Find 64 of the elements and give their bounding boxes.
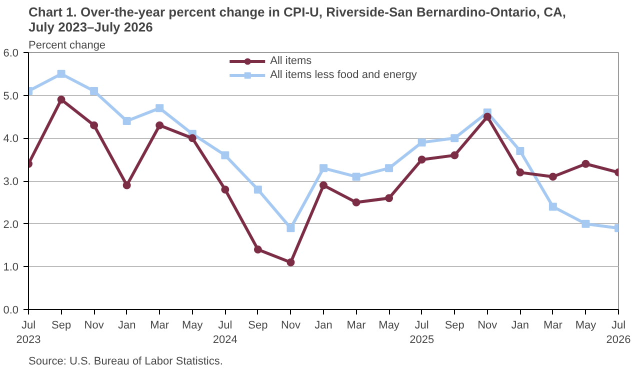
point: [90, 121, 98, 130]
x-tick-label: Jan: [118, 320, 136, 332]
x-tick-label: Jul 2026: [606, 320, 631, 346]
point: [286, 224, 295, 232]
chart-title: Chart 1. Over-the-year percent change in CPI-U, Riverside-San Bernardino-Ontario, CA, July 2023–July 2026: [28, 4, 566, 34]
point: [582, 220, 590, 228]
x-tick-label: Mar: [346, 320, 366, 332]
point: [57, 96, 66, 104]
x-tick-label: Mar: [543, 320, 563, 332]
point: [122, 117, 131, 126]
x-tick-label: Jul 2023: [16, 320, 41, 346]
point: [286, 258, 295, 266]
x-tick-label: Mar: [150, 320, 170, 332]
point: [483, 112, 492, 121]
x-tick-label: May: [378, 320, 400, 332]
x-tick-label: Jan: [314, 320, 332, 332]
x-tick-label: Jul 2025: [410, 320, 434, 346]
x-tick-label: Sep: [51, 320, 72, 332]
point: [221, 186, 230, 194]
y-tick-label: 6.0: [3, 48, 19, 60]
point: [516, 147, 524, 156]
x-tick-label: May: [575, 320, 597, 332]
point: [516, 168, 524, 176]
point: [352, 198, 360, 206]
point: [320, 164, 328, 172]
x-tick-label: Nov: [84, 320, 104, 332]
point: [156, 104, 164, 112]
point: [254, 186, 262, 194]
x-tick-label: Nov: [280, 320, 302, 332]
source-note: Source: U.S. Bureau of Labor Statistics.: [28, 356, 223, 368]
x-tick-label: Sep: [444, 320, 464, 332]
legend-label: All items: [270, 54, 312, 68]
point: [385, 164, 394, 172]
x-tick-label: Jan: [511, 320, 530, 332]
y-tick-label: 2.0: [3, 218, 19, 231]
point: [418, 138, 426, 146]
point: [156, 121, 164, 130]
point: [221, 151, 230, 160]
y-axis-title: Percent change: [28, 40, 106, 52]
x-tick-label: May: [182, 320, 204, 332]
point: [254, 246, 262, 254]
point: [385, 194, 394, 202]
point: [582, 160, 590, 168]
point: [548, 202, 557, 211]
y-tick-label: 4.0: [3, 133, 19, 146]
point: [418, 156, 426, 164]
x-tick-label: Nov: [478, 320, 498, 332]
line-series: [28, 96, 618, 266]
x-tick-label: Sep: [248, 320, 268, 332]
point: [548, 172, 557, 181]
x-tick-label: Jul 2024: [212, 320, 238, 346]
y-tick-label: 0.0: [3, 304, 19, 316]
point: [450, 134, 459, 142]
y-tick-label: 1.0: [3, 262, 19, 274]
point: [450, 151, 459, 160]
point: [320, 181, 328, 190]
point: [188, 134, 196, 142]
legend-label: All items less food and energy: [270, 68, 417, 82]
y-tick-label: 3.0: [3, 176, 19, 188]
point: [57, 70, 66, 78]
point: [352, 172, 360, 181]
point: [90, 87, 98, 96]
y-tick-label: 5.0: [3, 90, 19, 102]
point: [122, 181, 131, 190]
